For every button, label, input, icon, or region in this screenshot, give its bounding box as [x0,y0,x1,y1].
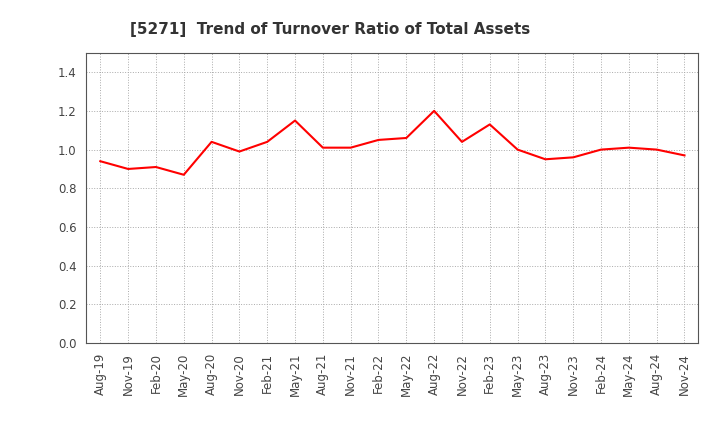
Text: [5271]  Trend of Turnover Ratio of Total Assets: [5271] Trend of Turnover Ratio of Total … [130,22,530,37]
